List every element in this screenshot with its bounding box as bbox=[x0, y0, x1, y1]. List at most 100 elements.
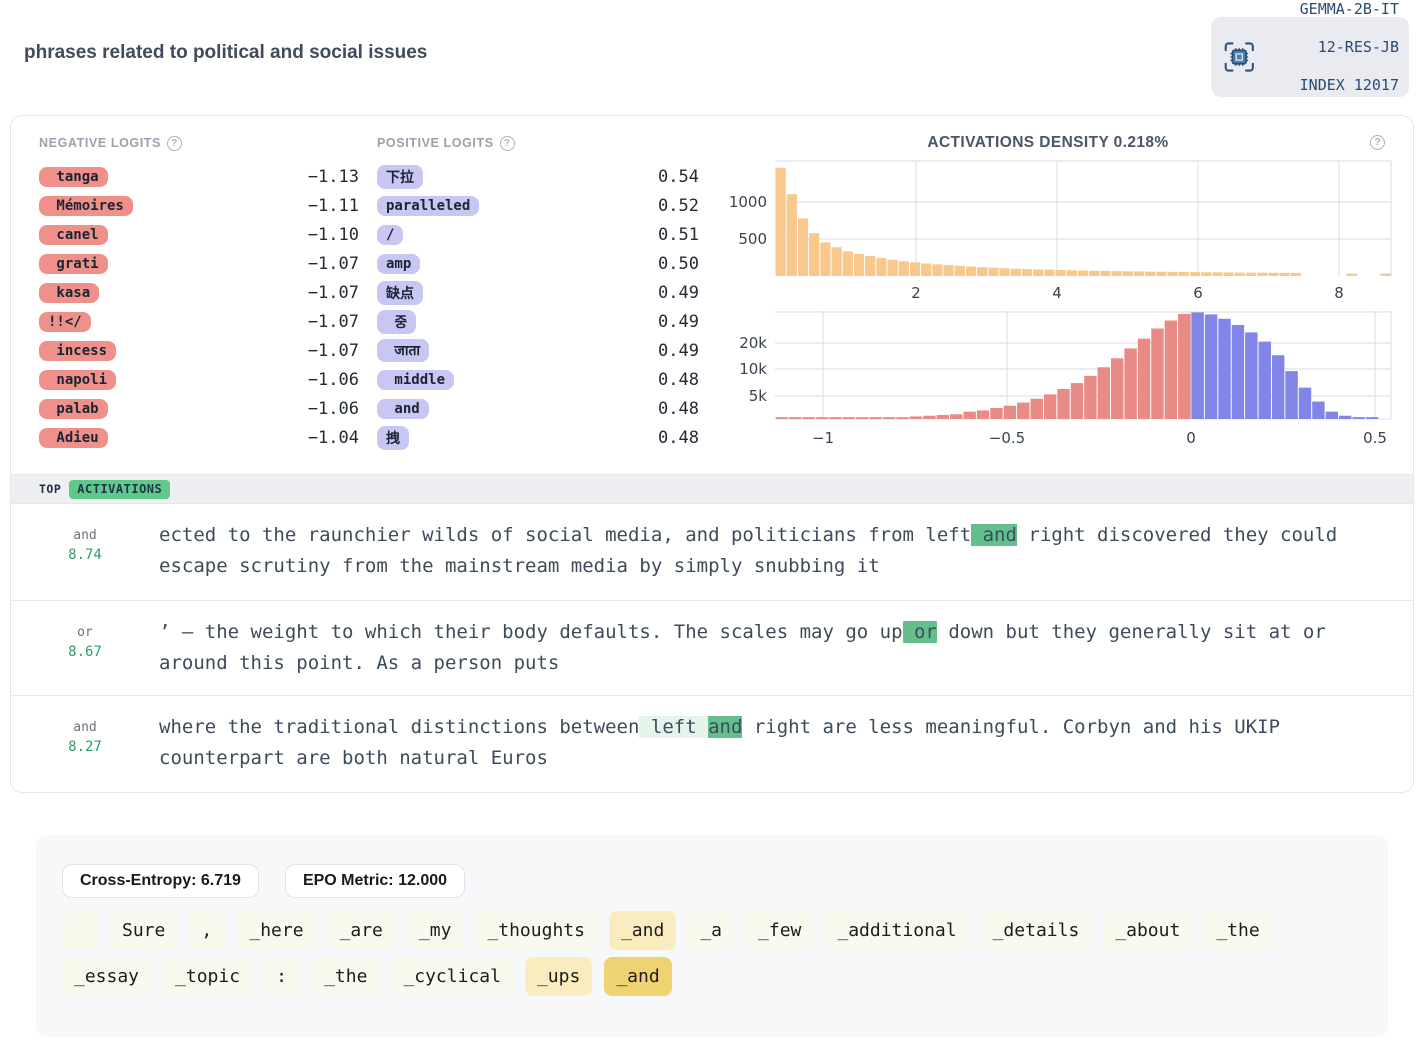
logit-value: −1.10 bbox=[307, 224, 359, 245]
activation-label: or 8.67 bbox=[11, 601, 159, 695]
logit-value: −1.06 bbox=[307, 369, 359, 390]
highlighted-token[interactable]: or bbox=[902, 621, 937, 643]
token-pill[interactable]: _few bbox=[746, 911, 814, 950]
negative-logits-column: NEGATIVE LOGITS ? tanga −1.13 Mémoires −1.… bbox=[39, 135, 359, 452]
activation-row: or 8.67 ’ — the weight to which their body… bbox=[11, 601, 1413, 696]
logit-token-pill: canel bbox=[39, 224, 108, 245]
logit-value: 0.49 bbox=[658, 311, 699, 332]
token-pill[interactable]: _thoughts bbox=[475, 911, 597, 950]
token-pill[interactable]: _my bbox=[406, 911, 464, 950]
logit-token-pill: tanga bbox=[39, 166, 108, 187]
token-pill[interactable]: _and bbox=[608, 911, 677, 950]
feature-card: NEGATIVE LOGITS ? tanga −1.13 Mémoires −1.… bbox=[10, 115, 1414, 793]
activation-value: 8.27 bbox=[68, 739, 102, 755]
logit-value: 0.50 bbox=[658, 253, 699, 274]
logit-value: −1.07 bbox=[307, 311, 359, 332]
token-pill[interactable]: _details bbox=[980, 911, 1092, 950]
logit-row: / 0.51 bbox=[377, 220, 699, 249]
token-pill[interactable]: _the bbox=[1204, 911, 1272, 950]
svg-text:−1: −1 bbox=[812, 429, 834, 447]
help-icon[interactable]: ? bbox=[166, 135, 182, 151]
logit-token-pill: 缺点 bbox=[377, 280, 423, 305]
token-pill[interactable] bbox=[62, 911, 98, 950]
token-pill[interactable]: _here bbox=[237, 911, 316, 950]
logit-value: −1.04 bbox=[307, 427, 359, 448]
token-pill[interactable]: _ups bbox=[524, 957, 593, 996]
activation-row: and 8.74 ected to the raunchier wilds of s… bbox=[11, 504, 1413, 601]
highlighted-token[interactable]: left bbox=[639, 716, 709, 738]
logit-row: 下拉 0.54 bbox=[377, 162, 699, 191]
model-badge[interactable]: GEMMA-2B-IT 12-RES-JB INDEX 12017 bbox=[1211, 0, 1409, 97]
svg-text:6: 6 bbox=[1193, 284, 1203, 302]
token-pill[interactable]: _the bbox=[312, 957, 380, 996]
feature-index: INDEX 12017 bbox=[1299, 76, 1399, 94]
logit-row: grati −1.07 bbox=[39, 249, 359, 278]
logit-row: Mémoires −1.11 bbox=[39, 191, 359, 220]
activations-badge[interactable]: ACTIVATIONS bbox=[69, 479, 171, 499]
token-pill[interactable]: _topic bbox=[163, 957, 253, 996]
logit-token-pill: 下拉 bbox=[377, 164, 423, 189]
highlighted-token[interactable]: and bbox=[971, 524, 1017, 546]
logit-token-pill: Mémoires bbox=[39, 195, 133, 216]
svg-text:1000: 1000 bbox=[729, 193, 767, 211]
activation-rows: and 8.74 ected to the raunchier wilds of s… bbox=[11, 504, 1413, 791]
activation-value: 8.67 bbox=[68, 644, 102, 660]
activation-text-segment: ’ — the weight to which their body defau… bbox=[159, 621, 903, 643]
token-list: Sure, _here _are _my _thoughts _and _a _few _add… bbox=[62, 911, 1364, 996]
logit-row: 缺点 0.49 bbox=[377, 278, 699, 307]
logit-row: kasa −1.07 bbox=[39, 278, 359, 307]
logit-row: amp 0.50 bbox=[377, 249, 699, 278]
logit-row: napoli −1.06 bbox=[39, 365, 359, 394]
logit-token-pill: middle bbox=[377, 369, 455, 390]
help-icon[interactable]: ? bbox=[1370, 135, 1385, 150]
svg-text:10k: 10k bbox=[739, 360, 767, 378]
activation-text: ’ — the weight to which their body defau… bbox=[159, 601, 1371, 695]
logit-row: 중 0.49 bbox=[377, 307, 699, 336]
svg-text:4: 4 bbox=[1052, 284, 1062, 302]
token-pill[interactable]: : bbox=[264, 957, 301, 996]
token-pill[interactable]: _essay bbox=[62, 957, 152, 996]
logit-token-pill: 拽 bbox=[377, 425, 409, 450]
token-pill[interactable]: Sure bbox=[110, 911, 178, 950]
logit-token-pill: napoli bbox=[39, 369, 117, 390]
logit-token-pill: grati bbox=[39, 253, 108, 274]
positive-logits-label: POSITIVE LOGITS bbox=[377, 136, 494, 150]
logit-row: and 0.48 bbox=[377, 394, 699, 423]
logit-value: 0.48 bbox=[658, 427, 699, 448]
top-activations-bar: TOP ACTIVATIONS bbox=[11, 474, 1413, 504]
activation-text: ected to the raunchier wilds of social m… bbox=[159, 504, 1371, 600]
epo-metric-chip: EPO Metric: 12.000 bbox=[284, 864, 466, 898]
token-pill[interactable]: _and bbox=[604, 957, 672, 996]
activation-value: 8.74 bbox=[68, 547, 102, 563]
token-pill[interactable]: _about bbox=[1103, 911, 1193, 950]
svg-text:500: 500 bbox=[738, 230, 767, 248]
logit-token-pill: / bbox=[377, 224, 404, 245]
logit-row: paralleled 0.52 bbox=[377, 191, 699, 220]
logit-token-pill: kasa bbox=[39, 282, 100, 303]
token-pill[interactable]: _additional bbox=[825, 911, 969, 950]
highlighted-token[interactable]: and bbox=[708, 716, 743, 738]
positive-logits-header: POSITIVE LOGITS ? bbox=[377, 135, 699, 151]
activation-token: or bbox=[77, 625, 93, 640]
help-icon[interactable]: ? bbox=[499, 135, 515, 151]
token-pill[interactable]: , bbox=[189, 911, 226, 950]
svg-text:0.5: 0.5 bbox=[1363, 429, 1387, 447]
token-pill[interactable]: _cyclical bbox=[391, 957, 513, 996]
activation-text-segment: right discovered they could escape scrut… bbox=[159, 524, 1349, 577]
cross-entropy-chip: Cross-Entropy: 6.719 bbox=[62, 864, 259, 898]
metrics-row: Cross-Entropy: 6.719 EPO Metric: 12.000 bbox=[62, 864, 466, 898]
logit-row: Adieu −1.04 bbox=[39, 423, 359, 452]
logit-value: −1.07 bbox=[307, 253, 359, 274]
logit-value: 0.54 bbox=[658, 166, 699, 187]
logit-row: incess −1.07 bbox=[39, 336, 359, 365]
model-name: GEMMA-2B-IT bbox=[1299, 0, 1399, 18]
logit-token-pill: 중 bbox=[377, 309, 417, 334]
token-pill[interactable]: _a bbox=[688, 911, 735, 950]
activation-text: where the traditional distinctions betwe… bbox=[159, 696, 1371, 791]
model-badge-text: GEMMA-2B-IT 12-RES-JB INDEX 12017 bbox=[1264, 0, 1399, 114]
token-pill[interactable]: _are bbox=[327, 911, 395, 950]
activation-text-segment: right are less meaningful. Corbyn and hi… bbox=[159, 716, 1292, 769]
activation-text-segment: down but they generally sit at or around… bbox=[159, 621, 1338, 674]
logit-value: −1.07 bbox=[307, 282, 359, 303]
activation-text-segment: ected to the raunchier wilds of social m… bbox=[159, 524, 972, 546]
